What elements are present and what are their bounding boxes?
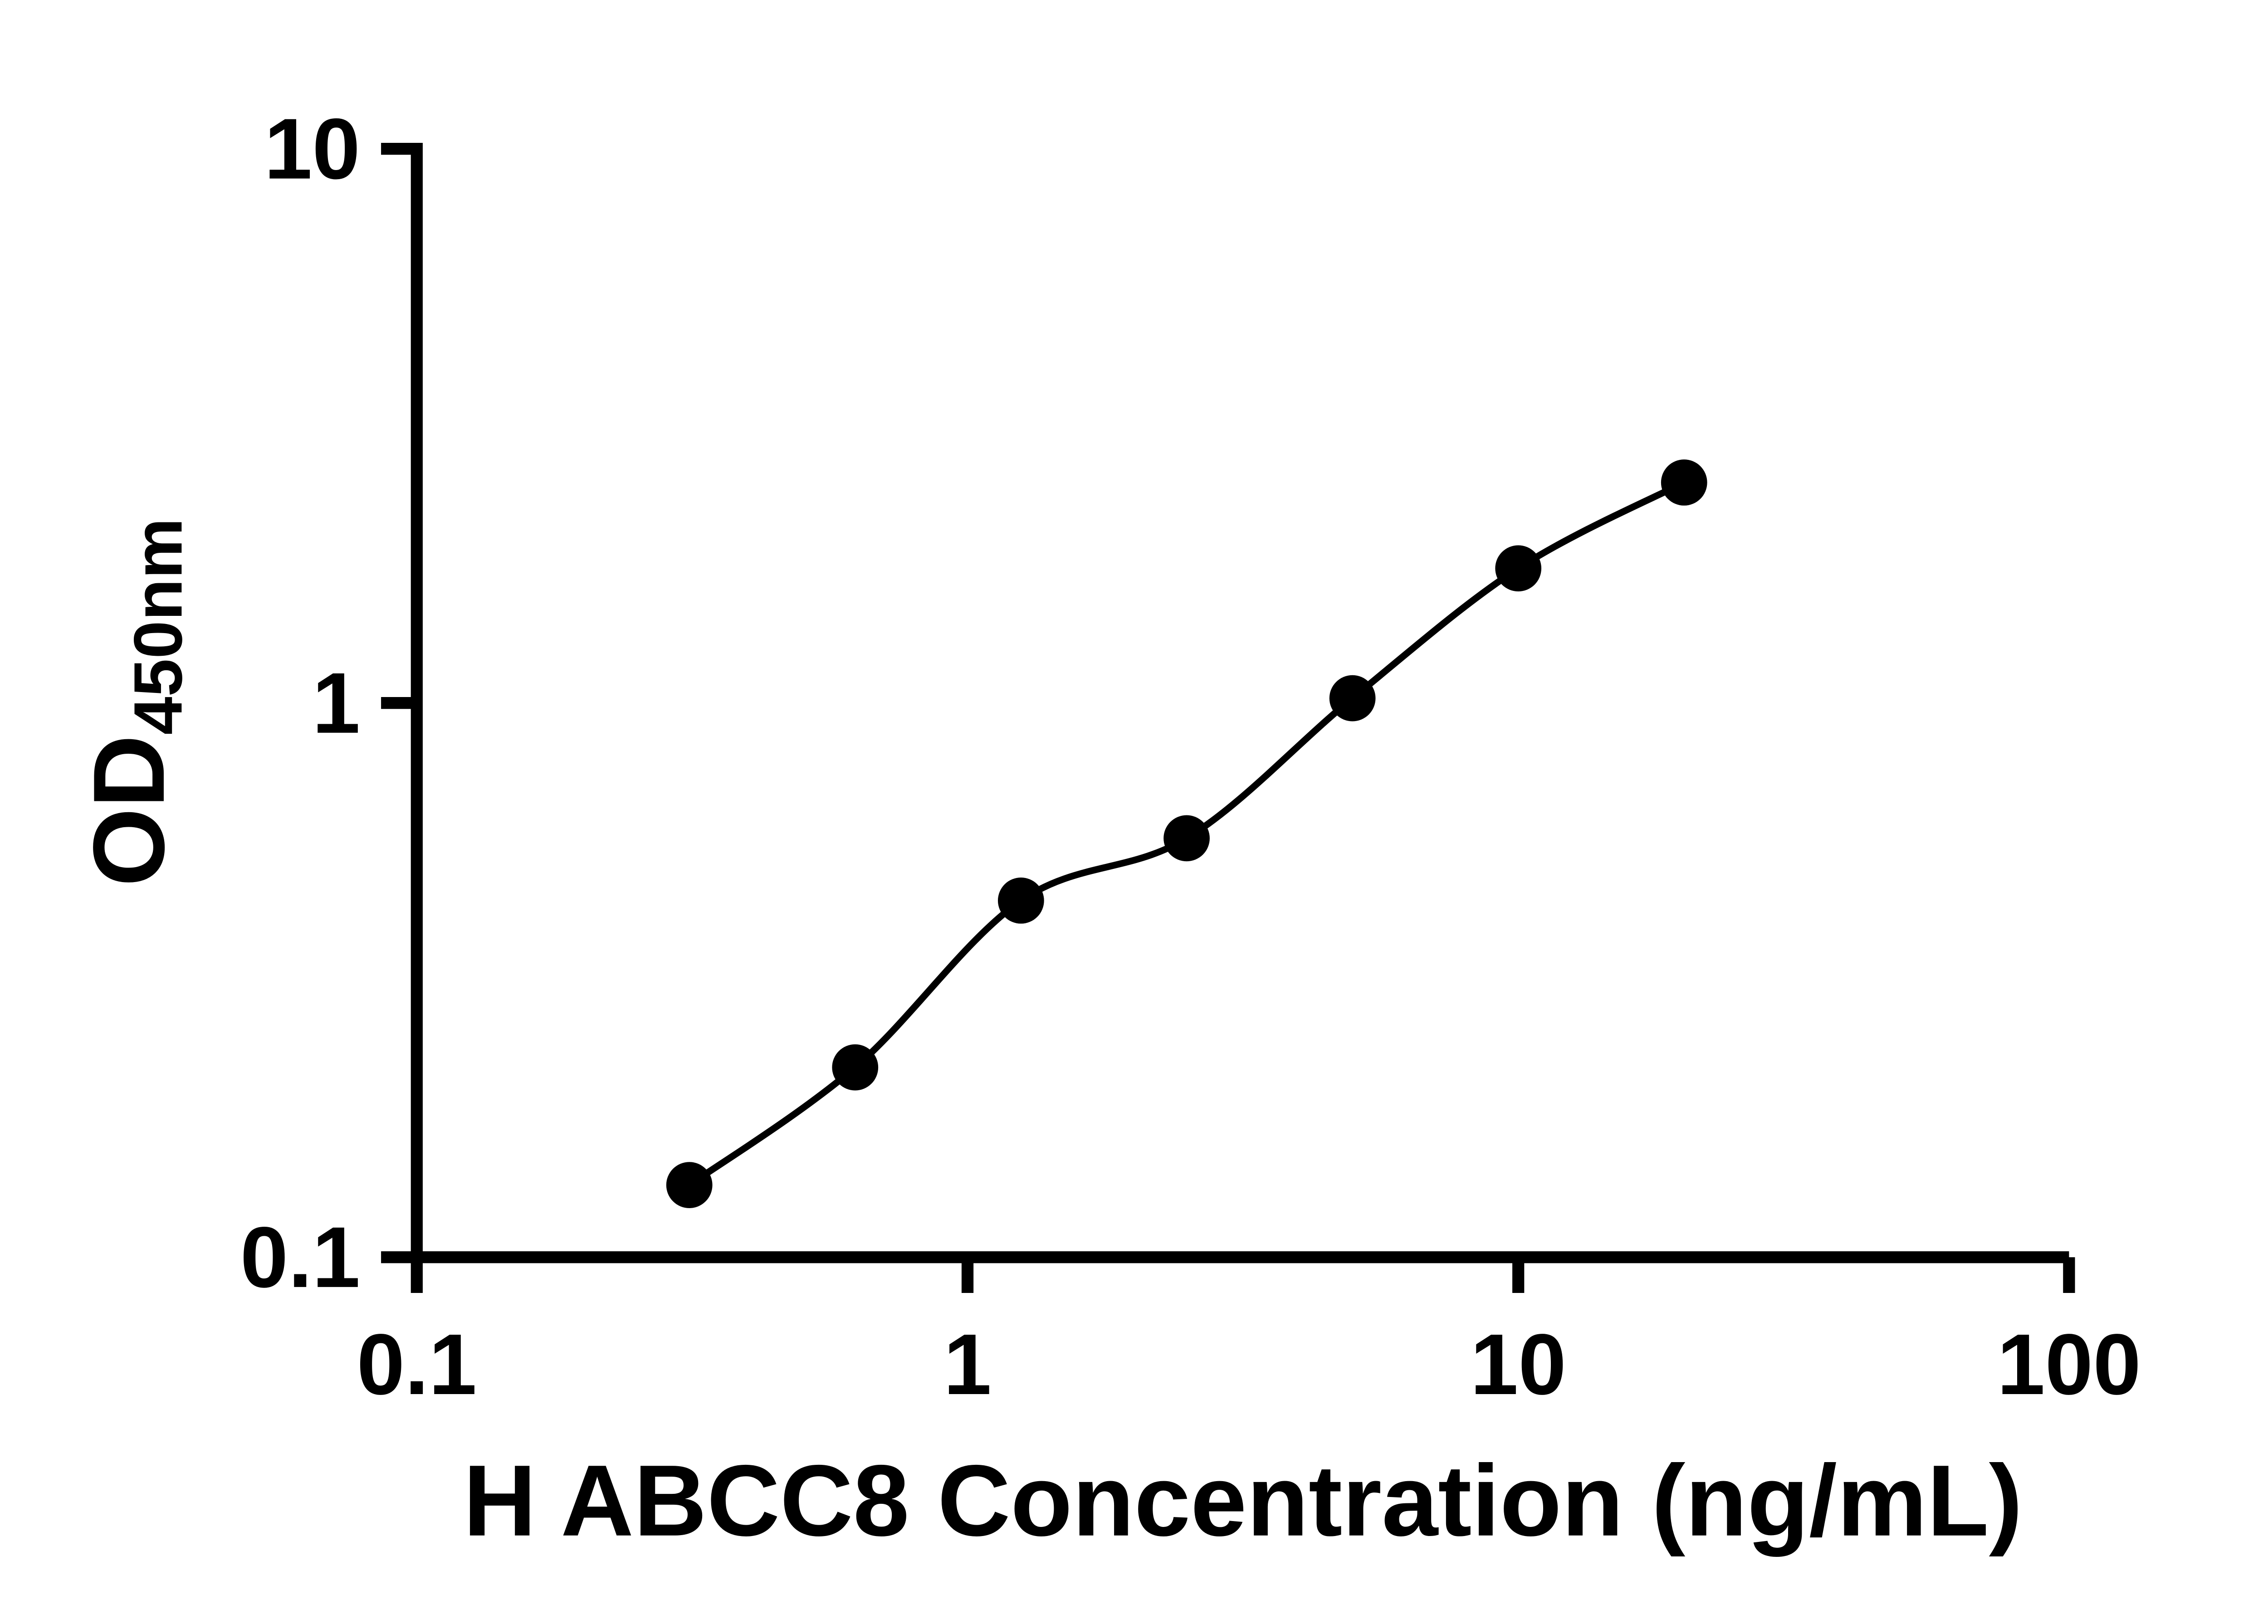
data-point [997,877,1044,924]
y-axis-title-subscript: 450nm [119,518,196,735]
y-axis-title: OD450nm [73,518,196,887]
x-tick-label: 100 [1997,1317,2141,1413]
data-point [1661,459,1707,506]
y-tick-label: 0.1 [240,1209,361,1306]
x-axis-title: H ABCC8 Concentration (ng/mL) [463,1444,2023,1557]
data-point [1495,545,1542,592]
y-tick-label: 1 [312,655,360,751]
data-point [1163,815,1210,862]
points-group [666,459,1707,1208]
data-point [1329,675,1376,722]
data-point [832,1044,879,1091]
axis-spine [411,142,2069,1263]
ticks-group [381,142,2075,1293]
x-tick-label: 0.1 [357,1317,477,1413]
x-tick-label: 1 [943,1317,992,1413]
tick-labels-group: 0.1 1 10 100 0.1 1 10 [240,101,2141,1413]
y-axis-title-main: OD [73,735,186,887]
x-tick-label: 10 [1470,1317,1566,1413]
axes-group [411,142,2069,1263]
data-point [666,1162,713,1208]
y-tick-label: 10 [264,101,360,197]
